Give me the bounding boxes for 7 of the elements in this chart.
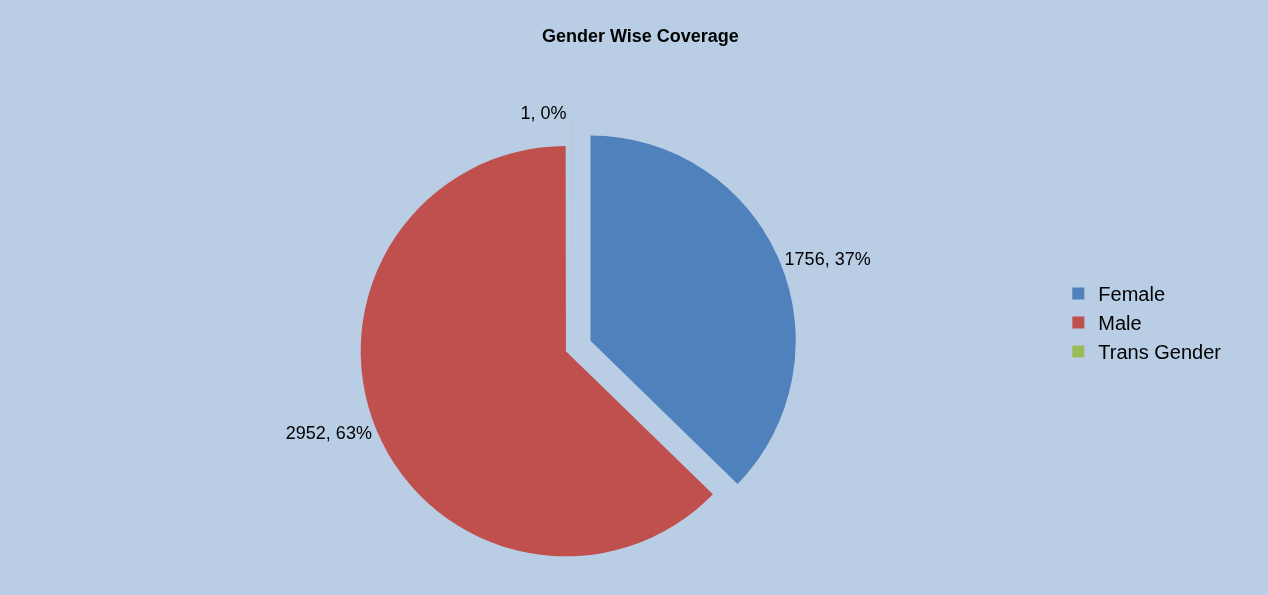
- data-label: 2952, 63%: [285, 422, 372, 443]
- data-label: 1, 0%: [520, 103, 567, 123]
- chart-title: Gender Wise Coverage: [541, 26, 739, 47]
- legend-label: Trans Gender: [1098, 341, 1222, 364]
- data-label: 1756, 37%: [784, 249, 871, 270]
- legend-label: Female: [1098, 283, 1166, 306]
- legend-label: Male: [1098, 312, 1142, 335]
